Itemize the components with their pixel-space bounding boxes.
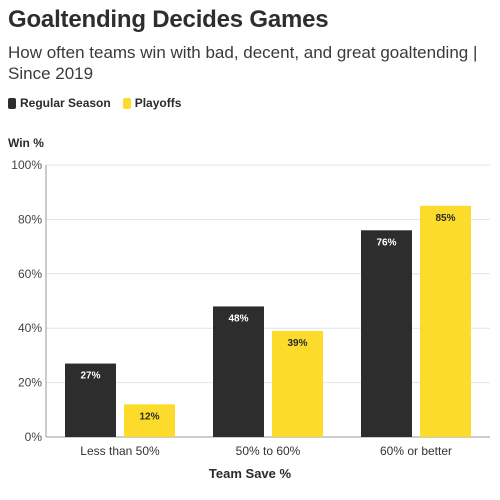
chart-subtitle: How often teams win with bad, decent, an…	[8, 43, 478, 83]
data-label: 76%	[376, 237, 396, 248]
bar	[124, 404, 175, 437]
bar	[65, 363, 116, 437]
bar	[420, 205, 471, 437]
y-axis-label: Win %	[8, 136, 44, 150]
x-tick-label: Less than 50%	[80, 444, 160, 458]
legend-item-regular-season: Regular Season	[8, 96, 111, 110]
y-tick-label: 0%	[25, 430, 43, 444]
y-tick-label: 20%	[18, 376, 42, 390]
data-label: 85%	[435, 213, 455, 224]
data-label: 39%	[287, 338, 307, 349]
legend: Regular Season Playoffs	[8, 96, 193, 110]
data-label: 48%	[228, 313, 248, 324]
x-axis-label: Team Save %	[208, 466, 292, 481]
legend-label-regular-season: Regular Season	[20, 96, 111, 110]
legend-swatch-playoffs	[122, 97, 131, 109]
bar	[361, 230, 412, 437]
bar	[213, 306, 264, 437]
x-tick-label: 50% to 60%	[236, 444, 301, 458]
y-tick-label: 60%	[18, 267, 42, 281]
chart-title: Goaltending Decides Games	[8, 6, 329, 33]
x-tick-label: 60% or better	[380, 444, 452, 458]
y-tick-label: 40%	[18, 321, 42, 335]
y-tick-label: 80%	[18, 212, 42, 226]
legend-label-playoffs: Playoffs	[134, 96, 182, 110]
bar	[272, 330, 323, 437]
y-tick-label: 100%	[11, 158, 42, 172]
data-label: 27%	[80, 371, 100, 382]
legend-swatch-regular-season	[8, 97, 16, 109]
data-label: 12%	[139, 411, 159, 422]
legend-item-playoffs: Playoffs	[122, 96, 182, 110]
